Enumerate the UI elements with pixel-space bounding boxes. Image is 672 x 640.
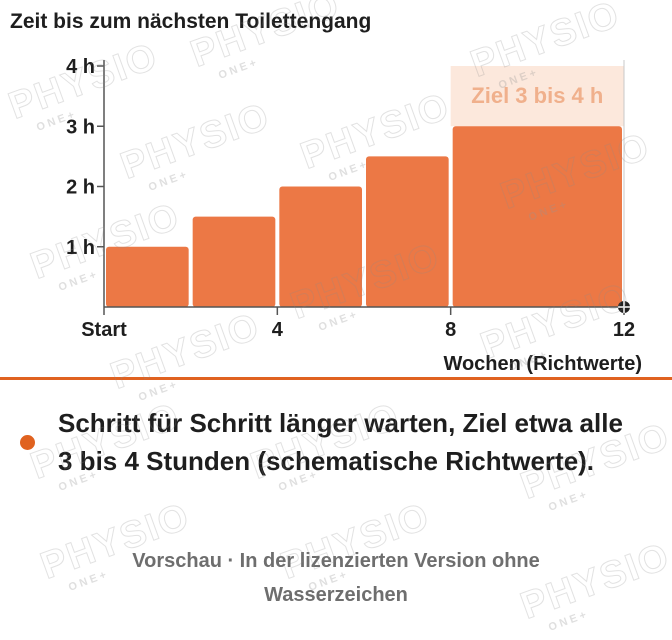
bullet-point: Schritt für Schritt länger warten, Ziel … [20, 404, 660, 480]
y-tick-label: 1 h [66, 237, 95, 259]
bar-4 [366, 156, 449, 307]
bullet-text: Schritt für Schritt länger warten, Ziel … [58, 408, 623, 476]
y-tick-label: 3 h [66, 116, 95, 138]
bullet-dot-icon [20, 434, 35, 450]
target-band-label: Ziel 3 bis 4 h [471, 83, 603, 108]
y-tick-label: 2 h [66, 177, 95, 199]
preview-footer: Vorschau · In der lizenzierten Version o… [132, 550, 540, 606]
orange-divider [0, 377, 672, 380]
bar-5 [452, 126, 622, 307]
bar-2 [192, 216, 276, 307]
chart-title: Zeit bis zum nächsten Toilettengang [10, 10, 371, 33]
x-tick-label: 12 [613, 319, 635, 341]
x-tick-label: 8 [445, 319, 456, 341]
x-tick-label: Start [81, 319, 127, 341]
target-band [450, 66, 624, 127]
bar-1 [106, 246, 189, 307]
x-tick-label: 4 [272, 319, 284, 341]
bar-3 [279, 186, 362, 307]
y-tick-label: 4 h [66, 56, 95, 78]
x-axis-label: Wochen (Richtwerte) [443, 353, 642, 375]
bar-chart: Zeit bis zum nächsten Toilettengang Ziel … [10, 10, 642, 375]
